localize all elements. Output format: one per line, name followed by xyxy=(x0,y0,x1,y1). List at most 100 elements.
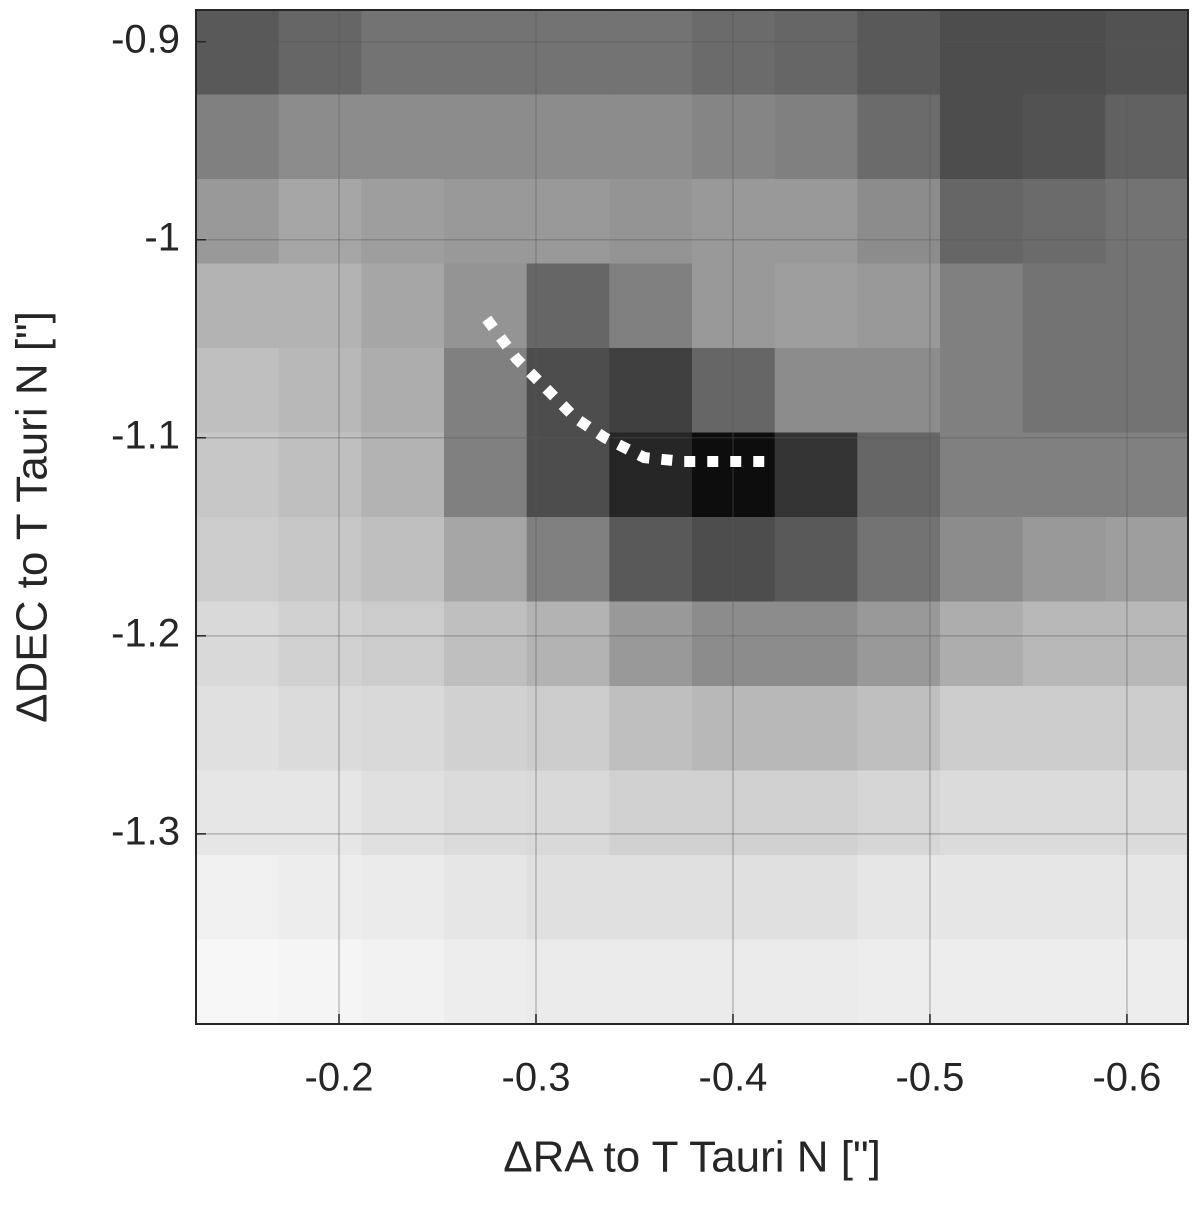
heatmap-cell xyxy=(526,686,610,772)
y-axis-label: ΔDEC to T Tauri N ["] xyxy=(8,311,57,723)
heatmap-cell xyxy=(609,179,693,265)
heatmap-cell xyxy=(940,855,1024,941)
heatmap-cell xyxy=(444,601,528,687)
heatmap-cell xyxy=(857,517,941,603)
heatmap-cell xyxy=(1022,770,1106,856)
heatmap-cell xyxy=(774,855,858,941)
heatmap-cell xyxy=(196,432,280,518)
heatmap-cell xyxy=(774,432,858,518)
heatmap-cell xyxy=(774,517,858,603)
heatmap-cell xyxy=(361,855,445,941)
heatmap-cell xyxy=(196,94,280,180)
heatmap-cell xyxy=(278,855,362,941)
heatmap-cell xyxy=(526,939,610,1024)
heatmap-cell xyxy=(196,770,280,856)
heatmap-cell xyxy=(609,770,693,856)
heatmap-cell xyxy=(692,770,776,856)
heatmap-cell xyxy=(444,10,528,96)
heatmap-cell xyxy=(278,10,362,96)
heatmap-cell xyxy=(444,517,528,603)
heatmap-cell xyxy=(940,348,1024,434)
heatmap-cell xyxy=(444,855,528,941)
heatmap-cell xyxy=(609,517,693,603)
heatmap-cell xyxy=(609,939,693,1024)
heatmap-cell xyxy=(857,686,941,772)
heatmap-cell xyxy=(361,601,445,687)
heatmap-cell xyxy=(361,10,445,96)
heatmap-cell xyxy=(692,686,776,772)
heatmap-cell xyxy=(1022,939,1106,1024)
heatmap-cell xyxy=(1105,770,1188,856)
heatmap-cell xyxy=(940,517,1024,603)
heatmap-cell xyxy=(1105,348,1188,434)
y-tick-label: -1.3 xyxy=(111,809,180,853)
heatmap-cell xyxy=(774,94,858,180)
image xyxy=(196,10,1188,1024)
heatmap-cell xyxy=(444,686,528,772)
heatmap-cell xyxy=(609,855,693,941)
heatmap-cell xyxy=(774,10,858,96)
x-tick-label: -0.6 xyxy=(1092,1056,1161,1100)
heatmap-cell xyxy=(1105,432,1188,518)
heatmap-cell xyxy=(526,432,610,518)
overlay xyxy=(195,9,1189,1025)
heatmap-cell xyxy=(940,432,1024,518)
heatmap-cell xyxy=(444,263,528,349)
heatmap-cell xyxy=(857,263,941,349)
heatmap-cell xyxy=(857,432,941,518)
heatmap-cell xyxy=(692,939,776,1024)
heatmap-cell xyxy=(444,770,528,856)
heatmap-cell xyxy=(774,348,858,434)
heatmap-cell xyxy=(857,855,941,941)
heatmap-cell xyxy=(692,348,776,434)
heatmap-cell xyxy=(1022,263,1106,349)
heatmap-cell xyxy=(857,94,941,180)
heatmap-cell xyxy=(940,939,1024,1024)
heatmap-cell xyxy=(857,10,941,96)
heatmap-cell xyxy=(940,10,1024,96)
heatmap-cell xyxy=(940,686,1024,772)
heatmap-cell xyxy=(196,348,280,434)
heatmap-cell xyxy=(196,855,280,941)
heatmap-cell xyxy=(196,939,280,1024)
heatmap-cell xyxy=(278,179,362,265)
heatmap-cell xyxy=(1022,10,1106,96)
heatmap-cell xyxy=(857,601,941,687)
heatmap-cell xyxy=(940,179,1024,265)
heatmap-cell xyxy=(1022,94,1106,180)
heatmap-cell xyxy=(526,10,610,96)
plot-frame xyxy=(195,9,1189,1025)
heatmap-cell xyxy=(940,601,1024,687)
heatmap-cell xyxy=(692,263,776,349)
heatmap-cell xyxy=(278,94,362,180)
heatmap-cell xyxy=(278,686,362,772)
heatmap-cell xyxy=(1105,517,1188,603)
heatmap-cell xyxy=(526,601,610,687)
heatmap-cell xyxy=(692,10,776,96)
heatmap-cell xyxy=(278,348,362,434)
y-tick-label: -1.1 xyxy=(111,413,180,457)
heatmap-cell xyxy=(940,263,1024,349)
heatmap-cell xyxy=(1105,686,1188,772)
dotted-line xyxy=(482,315,773,468)
heatmap-cell xyxy=(1022,348,1106,434)
x-tick-label: -0.4 xyxy=(699,1056,768,1100)
heatmap-cell xyxy=(774,770,858,856)
heatmap-cell xyxy=(526,348,610,434)
heatmap-cell xyxy=(1022,686,1106,772)
heatmap-cell xyxy=(692,94,776,180)
heatmap-cell xyxy=(278,770,362,856)
heatmap-cell xyxy=(361,94,445,180)
heatmap-cell xyxy=(774,686,858,772)
heatmap-cell xyxy=(1105,94,1188,180)
heatmap-cell xyxy=(526,94,610,180)
heatmap-cell xyxy=(196,686,280,772)
heatmap-cell xyxy=(940,94,1024,180)
y-tick-label: -0.9 xyxy=(111,17,180,61)
x-tick-label: -0.2 xyxy=(305,1056,374,1100)
heatmap-cell xyxy=(361,939,445,1024)
heatmap-cell xyxy=(940,770,1024,856)
heatmap-cell xyxy=(774,939,858,1024)
heatmap-cell xyxy=(1105,939,1188,1024)
heatmap-cell xyxy=(278,432,362,518)
